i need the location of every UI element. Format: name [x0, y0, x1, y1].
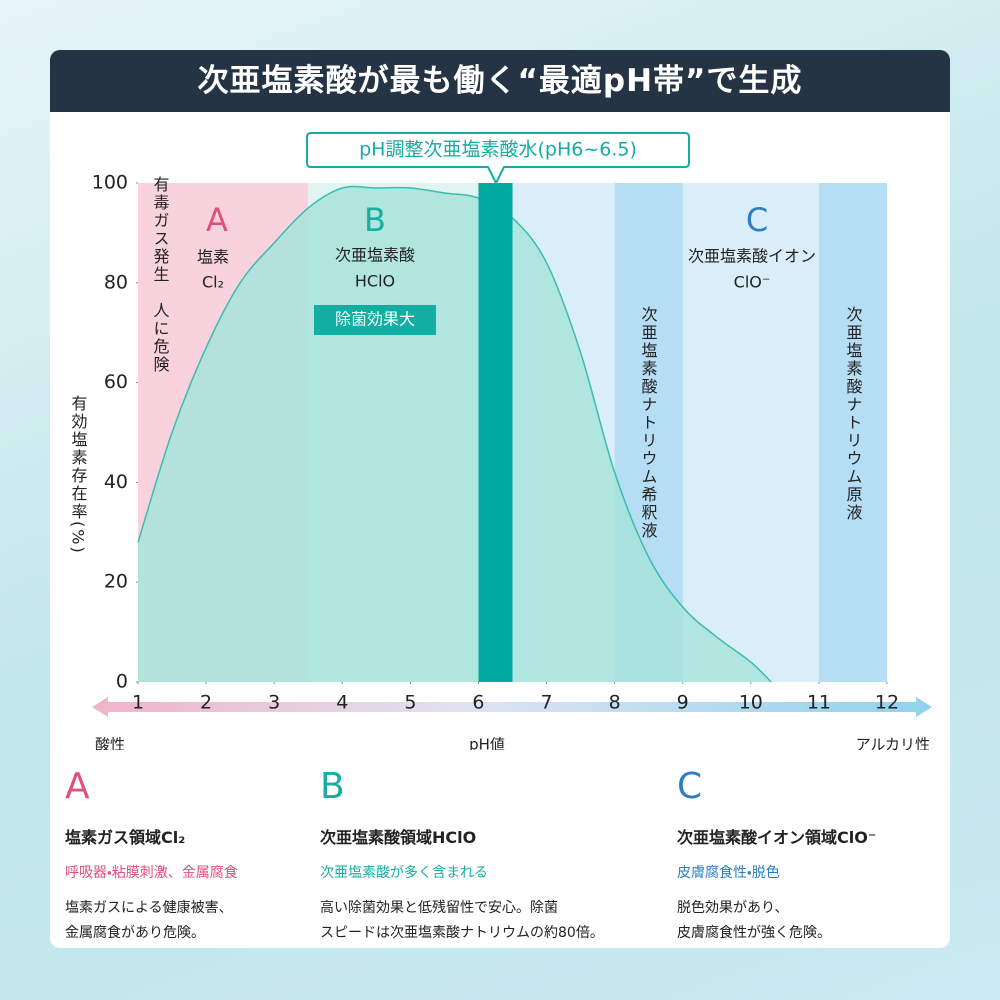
x-tick-label: 6 — [472, 692, 484, 714]
callout-box — [306, 132, 690, 186]
section-title: 塩素ガス領域Cl₂ — [65, 828, 186, 847]
section-body: 塩素ガスによる健康被害、 金属腐食があり危険。 — [65, 896, 335, 946]
section-subtitle: 呼吸器・粘膜刺激、金属腐食 — [65, 865, 238, 881]
x-right-label: アルカリ性 — [856, 736, 930, 751]
section-a: A 塩素ガス領域Cl₂ 呼吸器・粘膜刺激、金属腐食 塩素ガスによる健康被害、 金属… — [65, 762, 335, 946]
region-name: 塩素 — [197, 248, 229, 267]
region-formula: ClO⁻ — [734, 273, 771, 292]
section-title: 次亜塩素酸イオン領域ClO⁻ — [677, 828, 877, 847]
x-axis-label: pH値 — [469, 736, 505, 751]
region-name: 次亜塩素酸イオン — [688, 247, 816, 266]
x-tick-label: 1 — [132, 692, 144, 714]
x-tick-label: 2 — [200, 692, 212, 714]
section-c: C 次亜塩素酸イオン領域ClO⁻ 皮膚腐食性・脱色 脱色効果があり、皮膚腐食性が… — [677, 762, 947, 946]
region-letter: A — [206, 201, 228, 239]
band-label: 次亜塩素酸ナトリウム希釈液 — [639, 306, 658, 540]
region-letter: C — [746, 201, 768, 239]
section-letter: A — [65, 766, 90, 807]
x-tick-label: 3 — [268, 692, 280, 714]
region-letter: B — [364, 201, 386, 239]
x-tick-label: 7 — [540, 692, 552, 714]
x-tick-label: 8 — [609, 692, 621, 714]
x-tick-label: 9 — [677, 692, 689, 714]
body-line: スピードは次亜塩素酸ナトリウムの約80倍。 — [320, 925, 604, 941]
x-tick-label: 4 — [336, 692, 348, 714]
badge-label: 除菌効果大 — [335, 310, 415, 329]
region-name: 次亜塩素酸 — [335, 246, 415, 265]
plot — [92, 182, 932, 717]
section-title: 次亜塩素酸領域HClO — [320, 828, 477, 847]
section-body: 脱色効果があり、皮膚腐食性が強く危険。 — [677, 896, 947, 946]
x-axis-arrow — [92, 697, 932, 717]
y-tick-label: 40 — [104, 471, 128, 493]
section-b: B 次亜塩素酸領域HClO 次亜塩素酸が多く含まれる 高い除菌効果と低残留性で安… — [320, 762, 604, 946]
region — [478, 183, 513, 682]
y-tick-label: 20 — [104, 571, 128, 593]
band-label: 次亜塩素酸ナトリウム原液 — [844, 306, 863, 522]
area-line — [137, 185, 772, 683]
warning-label: 有毒ガス発生 人に危険 — [151, 176, 170, 374]
body-line: 皮膚腐食性が強く危険。 — [677, 925, 831, 941]
section-letter: B — [320, 766, 345, 807]
header-title: 次亜塩素酸が最も働く“最適pH帯”で生成 — [50, 50, 950, 112]
x-tick-label: 5 — [404, 692, 416, 714]
y-axis-label: 有効塩素存在率(%) — [69, 395, 88, 555]
y-tick-label: 60 — [104, 371, 128, 393]
body-line: 金属腐食があり危険。 — [65, 925, 205, 941]
section-subtitle: 次亜塩素酸が多く含まれる — [320, 865, 488, 881]
region — [818, 183, 887, 682]
badge — [314, 305, 436, 335]
section-subtitle: 皮膚腐食性・脱色 — [677, 865, 780, 881]
y-tick-label: 100 — [92, 172, 128, 194]
section-body: 高い除菌効果と低残留性で安心。除菌スピードは次亜塩素酸ナトリウムの約80倍。 — [320, 896, 604, 946]
callout-label: pH調整次亜塩素酸水(pH6~6.5) — [359, 139, 637, 161]
y-tick-label: 0 — [116, 671, 128, 693]
section-letter: C — [677, 766, 703, 807]
body-line: 塩素ガスによる健康被害、 — [65, 900, 233, 916]
area — [138, 186, 772, 683]
x-left-label: 酸性 — [95, 736, 125, 751]
card: 次亜塩素酸が最も働く“最適pH帯”で生成 1 2 3 4 5 6 7 8 9 10 11 12 0 20 4… — [50, 50, 950, 948]
x-tick-label: 11 — [807, 692, 831, 714]
region-formula: HClO — [355, 272, 395, 291]
x-tick-label: 10 — [739, 692, 763, 714]
body-line: 脱色効果があり、 — [677, 900, 789, 916]
region-formula: Cl₂ — [202, 273, 224, 292]
body-line: 高い除菌効果と低残留性で安心。除菌 — [320, 900, 558, 916]
x-tick-label: 12 — [875, 692, 899, 714]
y-tick-label: 80 — [104, 271, 128, 293]
